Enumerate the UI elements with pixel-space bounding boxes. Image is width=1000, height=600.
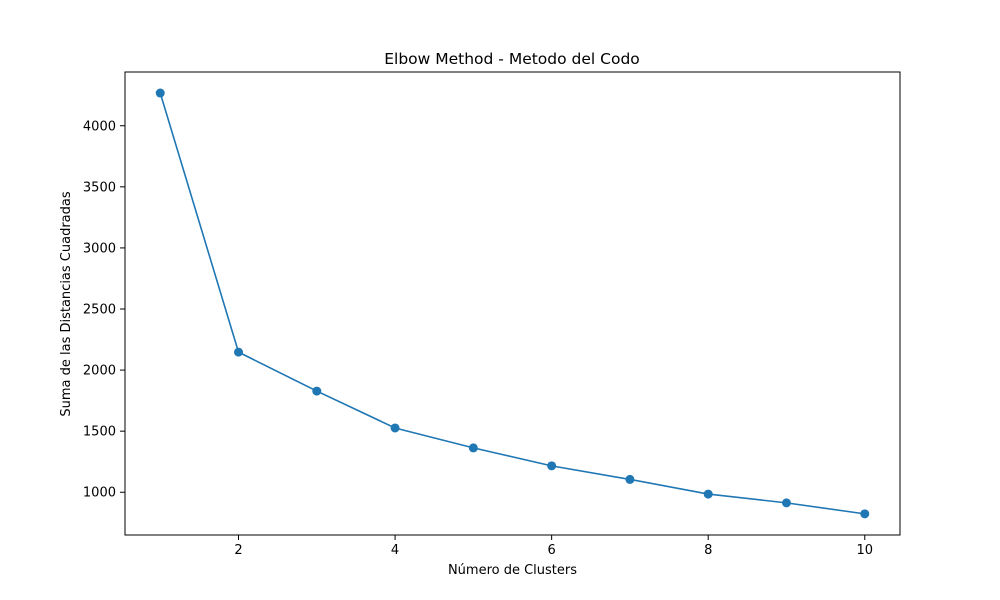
y-tick-label: 1000 <box>83 486 116 501</box>
data-point <box>312 386 322 396</box>
x-tick-label: 10 <box>856 543 873 558</box>
y-tick-label: 2000 <box>83 364 116 379</box>
plot-area <box>124 71 901 536</box>
y-tick-label: 1500 <box>83 425 116 440</box>
data-point <box>625 474 635 484</box>
data-point <box>234 347 244 357</box>
x-axis: 2 4 6 8 10 <box>234 535 873 558</box>
data-point <box>703 489 713 499</box>
y-tick-label: 2500 <box>83 302 116 317</box>
data-point <box>390 423 400 433</box>
y-axis: 1000 1500 2000 2500 3000 3500 4000 <box>83 119 125 501</box>
data-point <box>781 498 791 508</box>
y-tick-label: 4000 <box>83 119 116 134</box>
x-axis-label: Número de Clusters <box>448 563 577 578</box>
x-tick-label: 6 <box>548 543 556 558</box>
data-point <box>860 509 870 519</box>
y-tick-label: 3000 <box>83 241 116 256</box>
axes-frame <box>124 71 901 536</box>
x-tick-label: 4 <box>391 543 399 558</box>
series-layer <box>155 88 870 519</box>
data-point <box>155 88 165 98</box>
x-tick-label: 8 <box>704 543 712 558</box>
y-axis-label: Suma de las Distancias Cuadradas <box>59 191 74 417</box>
series-line <box>159 92 866 515</box>
x-tick-label: 2 <box>234 543 242 558</box>
data-point <box>468 443 478 453</box>
data-point <box>547 461 557 471</box>
chart-title: Elbow Method - Metodo del Codo <box>384 50 640 68</box>
y-tick-label: 3500 <box>83 180 116 195</box>
